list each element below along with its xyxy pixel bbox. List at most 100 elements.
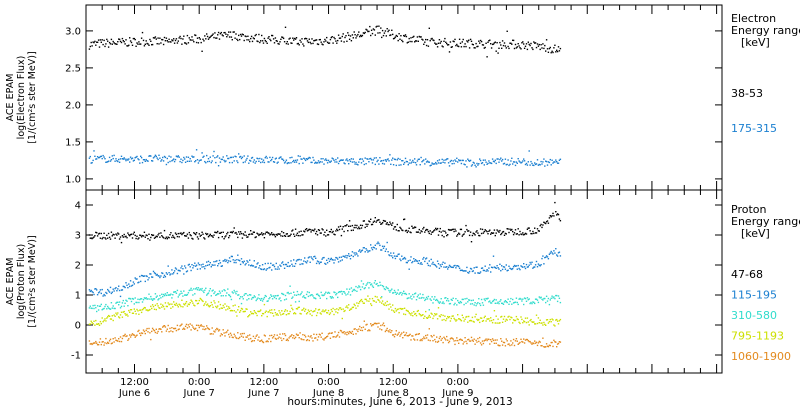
data-point xyxy=(377,32,379,34)
data-point xyxy=(395,310,397,312)
data-point xyxy=(118,304,120,306)
data-point xyxy=(418,228,420,231)
data-point xyxy=(303,45,305,47)
data-point xyxy=(196,236,199,238)
data-point xyxy=(143,159,146,161)
data-point xyxy=(173,291,176,293)
data-point xyxy=(328,313,331,316)
data-point xyxy=(556,343,559,345)
x-tick-time-label: 0:00 xyxy=(317,377,339,388)
data-point xyxy=(244,231,246,233)
data-point xyxy=(142,235,145,237)
data-point xyxy=(534,162,536,164)
data-point xyxy=(274,337,277,340)
data-point xyxy=(309,157,311,159)
data-point xyxy=(270,159,272,162)
data-point xyxy=(111,291,113,293)
data-point xyxy=(329,296,332,298)
data-point xyxy=(275,157,277,159)
data-point xyxy=(275,338,277,340)
data-point xyxy=(234,155,236,157)
data-point xyxy=(556,214,558,216)
data-point xyxy=(226,233,228,235)
data-point xyxy=(488,301,490,303)
data-point xyxy=(250,157,253,159)
data-point xyxy=(310,294,312,296)
data-point xyxy=(168,237,170,239)
data-point xyxy=(150,155,152,157)
y-tick-label: 1.5 xyxy=(65,137,81,148)
data-point xyxy=(115,312,117,314)
data-point xyxy=(264,335,266,337)
data-point xyxy=(370,34,372,37)
data-point xyxy=(344,292,346,294)
data-point xyxy=(304,297,306,299)
data-point xyxy=(478,163,480,165)
data-point xyxy=(552,345,554,348)
data-point xyxy=(256,40,258,42)
data-point xyxy=(386,287,388,289)
data-point xyxy=(120,340,123,343)
data-point xyxy=(521,233,523,236)
data-point xyxy=(185,301,188,303)
data-point xyxy=(483,340,485,342)
data-point xyxy=(115,233,117,235)
data-point xyxy=(170,232,172,234)
data-point xyxy=(295,37,298,39)
data-point xyxy=(291,334,293,336)
data-point xyxy=(299,312,301,315)
data-point xyxy=(321,228,323,230)
data-point xyxy=(403,331,405,333)
data-point xyxy=(382,322,385,324)
data-point xyxy=(132,37,135,40)
data-point xyxy=(269,334,271,337)
data-point xyxy=(468,299,471,301)
data-point xyxy=(390,163,392,165)
data-point xyxy=(458,302,461,304)
data-point xyxy=(134,297,136,299)
data-point xyxy=(490,232,493,234)
data-point xyxy=(463,270,465,272)
data-point xyxy=(513,344,516,347)
data-point xyxy=(175,292,178,294)
data-point xyxy=(479,321,481,324)
data-point xyxy=(159,157,161,159)
data-point xyxy=(447,228,450,231)
data-point xyxy=(396,255,398,257)
data-point xyxy=(123,335,125,337)
data-point xyxy=(160,297,162,299)
data-point xyxy=(324,262,326,265)
data-point xyxy=(224,303,226,305)
data-point xyxy=(389,34,391,37)
data-point xyxy=(163,36,166,39)
data-point xyxy=(238,231,240,233)
data-point xyxy=(312,311,314,313)
data-point xyxy=(207,260,210,263)
data-point xyxy=(215,294,217,296)
data-point xyxy=(518,298,520,300)
data-point xyxy=(472,270,474,272)
data-point xyxy=(499,41,501,44)
data-point xyxy=(137,238,139,240)
data-point xyxy=(279,333,281,335)
data-point xyxy=(297,306,299,309)
data-point xyxy=(93,320,95,322)
data-point xyxy=(544,44,546,47)
data-point xyxy=(169,327,171,330)
data-point xyxy=(360,162,363,164)
data-point xyxy=(367,330,369,332)
data-point xyxy=(421,263,423,265)
data-point xyxy=(181,292,183,294)
data-point xyxy=(383,32,386,34)
data-point xyxy=(403,35,406,37)
data-point xyxy=(515,297,518,299)
data-point xyxy=(309,313,311,315)
data-point xyxy=(513,161,516,163)
data-point xyxy=(278,157,280,160)
data-point xyxy=(429,316,431,318)
data-point xyxy=(352,255,354,258)
x-axis-title: hours:minutes, June 6, 2013 - June 9, 20… xyxy=(287,396,512,408)
data-point xyxy=(208,306,211,308)
data-point xyxy=(532,267,534,269)
